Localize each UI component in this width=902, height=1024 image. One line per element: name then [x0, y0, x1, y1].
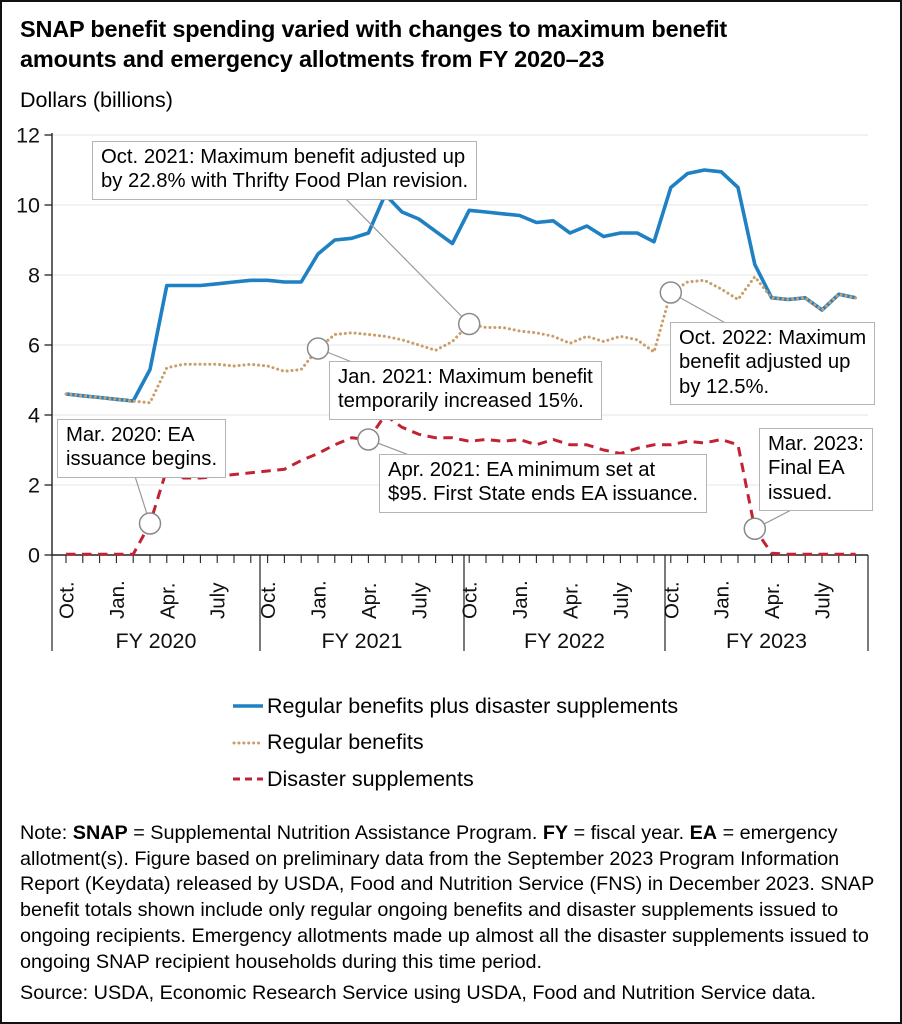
- legend-swatch-dashed-line: [233, 777, 263, 781]
- svg-text:2: 2: [28, 474, 40, 498]
- svg-text:FY 2023: FY 2023: [726, 629, 807, 653]
- legend-label: Disaster supplements: [267, 766, 474, 791]
- svg-text:FY 2020: FY 2020: [116, 629, 197, 653]
- svg-text:10: 10: [16, 194, 40, 218]
- legend-label: Regular benefits: [267, 730, 424, 755]
- svg-text:8: 8: [28, 264, 40, 288]
- legend-swatch-dotted-line: [232, 741, 264, 745]
- legend-label: Regular benefits plus disaster supplemen…: [267, 693, 679, 718]
- svg-text:Oct.: Oct.: [660, 581, 683, 619]
- legend-swatch-solid-line: [233, 704, 263, 709]
- svg-text:0: 0: [28, 544, 40, 568]
- svg-text:Jan.: Jan.: [106, 580, 129, 619]
- note-text: Note: SNAP = Supplemental Nutrition Assi…: [20, 822, 874, 973]
- svg-text:Oct.: Oct.: [459, 581, 482, 619]
- svg-text:Oct.: Oct.: [257, 581, 280, 619]
- svg-text:Oct.: Oct.: [56, 581, 79, 619]
- svg-text:July: July: [207, 582, 230, 619]
- annotation-oct-2021: Oct. 2021: Maximum benefit adjusted up b…: [92, 141, 478, 200]
- annotation-mar-2020: Mar. 2020: EA issuance begins.: [57, 419, 227, 478]
- svg-text:Jan.: Jan.: [711, 580, 734, 619]
- svg-text:Apr.: Apr.: [156, 583, 179, 619]
- svg-text:Jan.: Jan.: [308, 580, 331, 619]
- svg-text:FY 2021: FY 2021: [322, 629, 403, 653]
- y-axis-unit-label: Dollars (billions): [20, 88, 173, 112]
- annotation-oct-2022: Oct. 2022: Maximum benefit adjusted up b…: [670, 322, 876, 406]
- legend-item-total: Regular benefits plus disaster supplemen…: [232, 688, 678, 725]
- figure-source: Source: USDA, Economic Research Service …: [20, 982, 817, 1005]
- svg-text:12: 12: [16, 124, 40, 148]
- svg-text:Apr.: Apr.: [358, 583, 381, 619]
- svg-text:FY 2022: FY 2022: [524, 629, 605, 653]
- svg-text:Jan.: Jan.: [509, 580, 532, 619]
- svg-text:4: 4: [28, 404, 40, 428]
- chart-title: SNAP benefit spending varied with change…: [20, 16, 728, 73]
- legend: Regular benefits plus disaster supplemen…: [232, 688, 678, 798]
- svg-text:July: July: [408, 582, 431, 619]
- legend-item-disaster: Disaster supplements: [232, 761, 678, 798]
- svg-text:Apr.: Apr.: [761, 583, 784, 619]
- svg-text:July: July: [812, 582, 835, 619]
- svg-text:July: July: [610, 582, 633, 619]
- svg-text:Apr.: Apr.: [560, 583, 583, 619]
- svg-text:6: 6: [28, 334, 40, 358]
- figure-notes: Note: SNAP = Supplemental Nutrition Assi…: [20, 821, 894, 1007]
- annotation-mar-2023: Mar. 2023: Final EA issued.: [759, 428, 873, 512]
- annotation-apr-2021: Apr. 2021: EA minimum set at $95. First …: [379, 454, 708, 513]
- legend-item-regular: Regular benefits: [232, 725, 678, 762]
- annotation-jan-2021: Jan. 2021: Maximum benefit temporarily i…: [329, 361, 602, 420]
